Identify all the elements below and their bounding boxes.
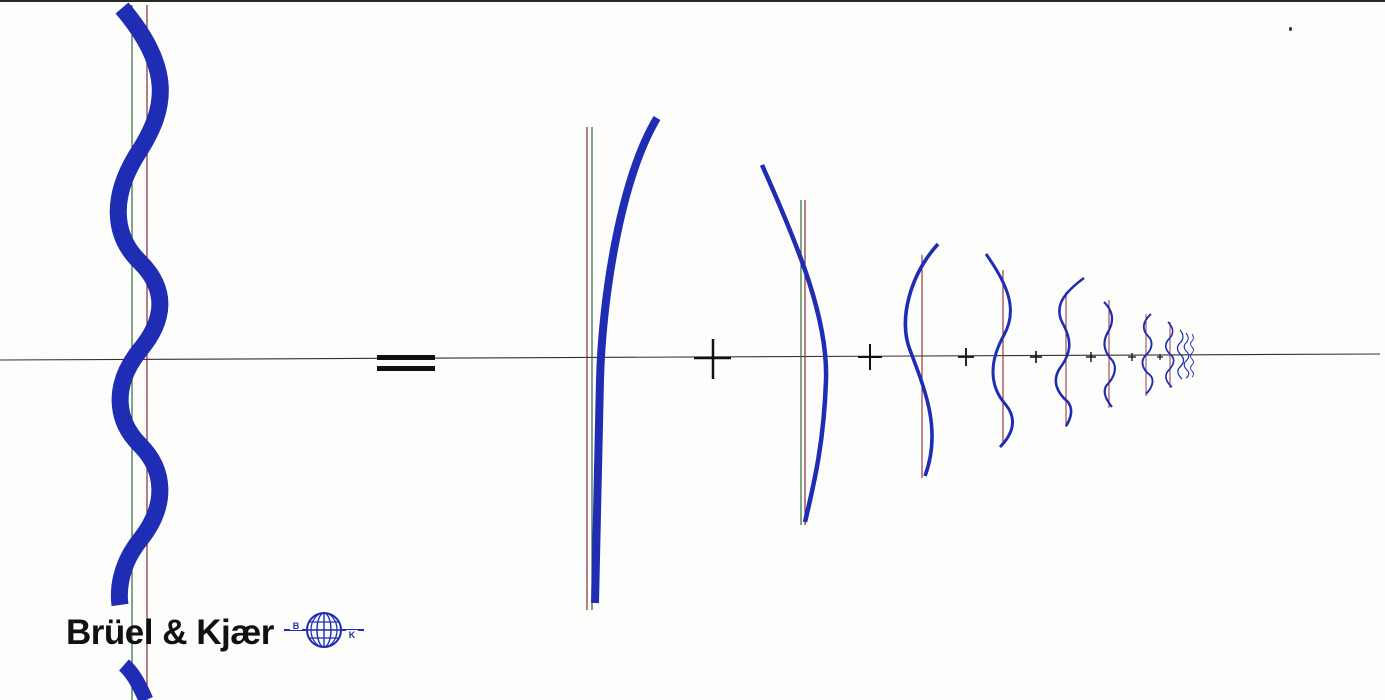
composite-wave-tail <box>118 659 153 700</box>
brand-name: Brüel & Kjær <box>66 612 274 652</box>
harmonic-2-wave <box>759 164 829 523</box>
harmonic-8-wave <box>1165 321 1175 388</box>
equals-sign-top <box>377 355 435 360</box>
logo-letter-k: K <box>349 630 356 640</box>
harmonic-7-wave <box>1141 313 1154 395</box>
brand-lockup: Brüel & Kjær B K <box>66 610 366 654</box>
print-speck <box>1289 27 1292 31</box>
logo-letter-b: B <box>293 621 300 631</box>
composite-wave <box>109 2 169 607</box>
harmonic-6-wave <box>1103 301 1116 408</box>
harmonic-1-wave <box>591 115 661 604</box>
top-border <box>0 0 1385 2</box>
time-axis <box>0 353 1381 361</box>
harmonic-9-wave <box>1176 329 1185 380</box>
harmonic-5-wave <box>1054 276 1085 427</box>
harmonic-11-wave <box>1190 333 1194 378</box>
equals-sign-bottom <box>377 366 435 371</box>
harmonic-10-wave <box>1183 332 1190 379</box>
harmonic-3-wave <box>903 242 940 477</box>
harmonic-4-wave <box>984 253 1015 449</box>
globe-icon: B K <box>282 610 366 655</box>
